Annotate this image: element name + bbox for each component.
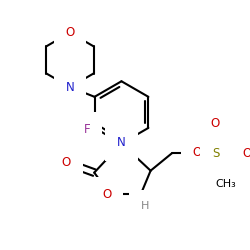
Text: O: O <box>102 188 112 202</box>
Text: S: S <box>212 147 220 160</box>
Text: N: N <box>117 136 126 149</box>
Text: CH₃: CH₃ <box>215 179 236 189</box>
Text: N: N <box>66 80 74 94</box>
Text: H: H <box>140 201 149 211</box>
Text: O: O <box>62 156 71 170</box>
Text: O: O <box>242 147 250 160</box>
Text: O: O <box>193 146 202 159</box>
Text: F: F <box>84 123 90 136</box>
Text: O: O <box>65 26 74 39</box>
Text: O: O <box>210 116 219 130</box>
